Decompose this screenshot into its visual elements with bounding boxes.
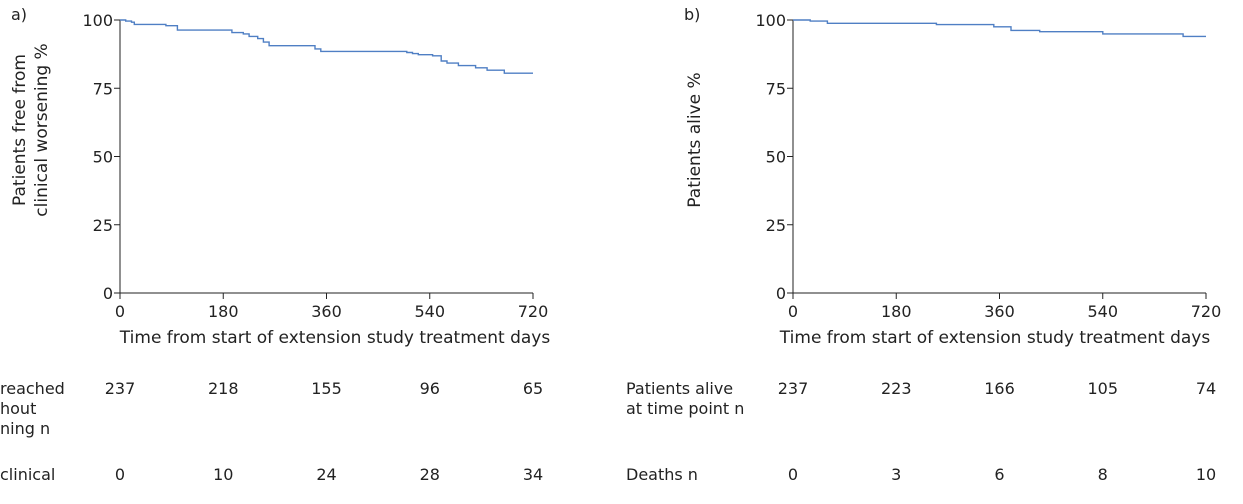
panel-b-risk-row-2-value-2: 3 — [891, 465, 901, 484]
panel-a-risk-table: reached hout ning n clinical 237 218 155 96… — [0, 379, 543, 484]
panel-b-y-tick-label-100: 100 — [755, 11, 786, 30]
panel-a-y-tick-label-75: 75 — [93, 79, 113, 98]
panel-b-survival-curve — [793, 19, 1206, 38]
panel-b-risk-row-2-value-1: 0 — [788, 465, 798, 484]
panel-b-xlabel: Time from start of extension study treat… — [779, 328, 1211, 348]
panel-b-x-tick-label-0: 0 — [788, 302, 798, 321]
panel-a-x-tick-label-180: 180 — [208, 302, 239, 321]
panel-a-x-tick-label-720: 720 — [518, 302, 549, 321]
panel-a-risk-row-1-label-line-3: ning n — [0, 419, 50, 438]
panel-a-survival-curve — [120, 19, 533, 74]
panel-b-risk-row-1-label-line-1: Patients alive — [626, 379, 733, 398]
panel-a-plot: 0 25 50 75 100 0 180 360 540 720 — [82, 11, 548, 321]
panel-a-x-tick-label-360: 360 — [311, 302, 342, 321]
panel-a-risk-row-1-value-2: 218 — [208, 379, 239, 398]
panel-a-risk-row-1-value-5: 65 — [523, 379, 543, 398]
panel-b-x-tick-label-360: 360 — [984, 302, 1015, 321]
panel-b-risk-table: Patients alive at time point n Deaths n … — [626, 379, 1216, 484]
panel-b-x-tick-label-540: 540 — [1087, 302, 1118, 321]
panel-b-plot: 0 25 50 75 100 0 180 360 540 720 — [755, 11, 1221, 321]
panel-b-y-tick-label-25: 25 — [766, 216, 786, 235]
panel-a-ylabel-line-2: clinical worsening % — [32, 43, 52, 216]
panel-b-risk-row-2-label: Deaths n — [626, 465, 698, 484]
panel-b-x-tick-label-180: 180 — [881, 302, 912, 321]
panel-a-risk-row-1-label: reached hout ning n — [0, 379, 70, 438]
panel-a-x-tick-label-0: 0 — [115, 302, 125, 321]
panel-a-risk-values: 237 218 155 96 65 0 10 24 28 34 — [105, 379, 543, 484]
panel-a-risk-row-2-value-1: 0 — [115, 465, 125, 484]
panel-a-y-tick-label-50: 50 — [93, 148, 113, 167]
panel-a-y-tick-label-0: 0 — [103, 284, 113, 303]
panel-b-x-tick-label-720: 720 — [1191, 302, 1222, 321]
panel-b-risk-row-1-value-5: 74 — [1196, 379, 1216, 398]
panel-a-risk-row-1-label-line-2: hout — [0, 399, 36, 418]
panel-b-ylabel: Patients alive % — [685, 72, 705, 207]
panel-a-risk-row-2-value-5: 34 — [523, 465, 543, 484]
panel-a-y-tick-label-100: 100 — [82, 11, 113, 30]
panel-b-risk-values: 237 223 166 105 74 0 3 6 8 10 — [778, 379, 1216, 484]
panel-a-risk-row-2-value-2: 10 — [213, 465, 233, 484]
panel-a-risk-row-2-value-3: 24 — [316, 465, 336, 484]
panel-b-risk-row-1-value-3: 166 — [984, 379, 1015, 398]
panel-a-risk-row-2-value-4: 28 — [420, 465, 440, 484]
panel-a: a) Patients free from clinical worsening… — [0, 5, 550, 484]
panel-b-y-tick-label-50: 50 — [766, 148, 786, 167]
panel-b-risk-row-2-value-3: 6 — [994, 465, 1004, 484]
panel-a-label: a) — [11, 5, 27, 24]
panel-b-risk-row-2-value-4: 8 — [1098, 465, 1108, 484]
panel-a-y-tick-label-25: 25 — [93, 216, 113, 235]
panel-b-label: b) — [684, 5, 700, 24]
panel-a-risk-row-1-label-line-1: reached — [0, 379, 65, 398]
panel-b-risk-row-1-value-2: 223 — [881, 379, 912, 398]
panel-b-risk-row-1-label: Patients alive at time point n — [626, 379, 744, 418]
panel-b-y-tick-label-75: 75 — [766, 79, 786, 98]
panel-b-risk-row-1-value-1: 237 — [778, 379, 809, 398]
panel-b-risk-row-2-value-5: 10 — [1196, 465, 1216, 484]
panel-a-risk-row-1-value-3: 155 — [311, 379, 342, 398]
panel-b-y-tick-label-0: 0 — [776, 284, 786, 303]
panel-b-risk-row-1-label-line-2: at time point n — [626, 399, 744, 418]
panel-b-risk-row-1-value-4: 105 — [1087, 379, 1118, 398]
panel-a-risk-row-2-label: clinical — [0, 465, 55, 484]
panel-a-risk-row-1-value-4: 96 — [420, 379, 440, 398]
panel-a-x-tick-label-540: 540 — [414, 302, 445, 321]
panel-a-risk-row-1-value-1: 237 — [105, 379, 136, 398]
panel-a-ylabel-line-1: Patients free from — [10, 54, 30, 206]
panel-a-xlabel: Time from start of extension study treat… — [119, 328, 551, 348]
